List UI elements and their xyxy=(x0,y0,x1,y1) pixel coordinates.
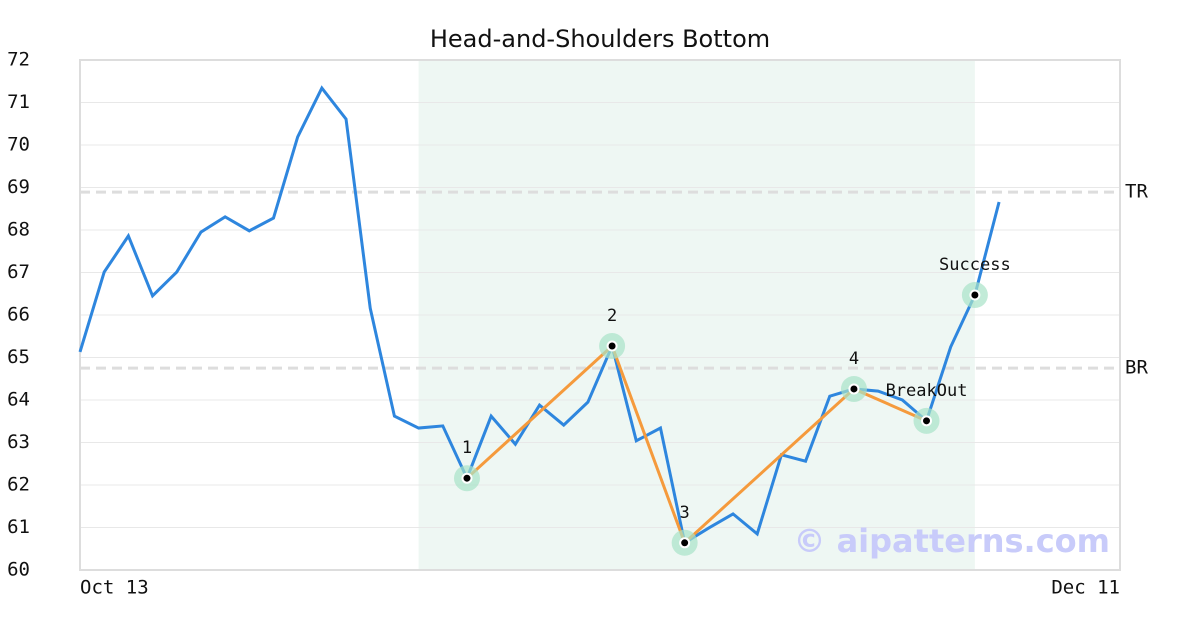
x-tick-label: Oct 13 xyxy=(80,577,149,599)
y-tick-label: 63 xyxy=(7,431,30,453)
pattern-label: Success xyxy=(939,255,1011,275)
y-tick-label: 69 xyxy=(7,176,30,198)
pattern-point xyxy=(606,340,618,352)
y-tick-label: 68 xyxy=(7,219,30,241)
pattern-label: 1 xyxy=(462,438,472,458)
level-label: TR xyxy=(1125,181,1148,203)
y-tick-label: 72 xyxy=(7,49,30,71)
y-tick-label: 67 xyxy=(7,261,30,283)
level-label: BR xyxy=(1125,357,1148,379)
y-tick-label: 60 xyxy=(7,559,30,581)
pattern-point xyxy=(969,289,981,301)
y-tick-label: 61 xyxy=(7,516,30,538)
pattern-point xyxy=(461,472,473,484)
pattern-label: 3 xyxy=(680,503,690,523)
y-tick-label: 70 xyxy=(7,134,30,156)
y-tick-label: 62 xyxy=(7,474,30,496)
pattern-label: 2 xyxy=(607,306,617,326)
x-tick-label: Dec 11 xyxy=(1051,577,1120,599)
y-tick-label: 65 xyxy=(7,346,30,368)
watermark: © aipatterns.com xyxy=(793,522,1110,560)
y-tick-label: 64 xyxy=(7,389,30,411)
pattern-point xyxy=(921,415,933,427)
pattern-label: BreakOut xyxy=(886,381,968,401)
y-tick-label: 71 xyxy=(7,91,30,113)
chart-title: Head-and-Shoulders Bottom xyxy=(430,25,770,53)
pattern-point xyxy=(848,383,860,395)
pattern-label: 4 xyxy=(849,349,859,369)
y-tick-label: 66 xyxy=(7,304,30,326)
pattern-point xyxy=(679,537,691,549)
plot-frame xyxy=(79,59,1121,571)
